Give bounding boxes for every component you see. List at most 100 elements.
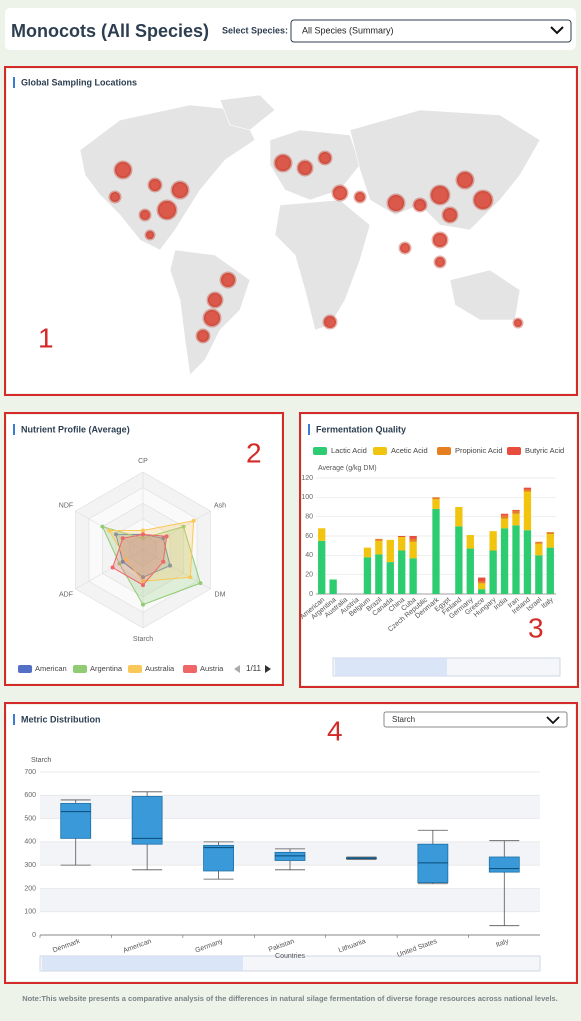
- bubble: [144, 229, 156, 241]
- radar-axis-label: NDF: [59, 502, 73, 509]
- legend-swatch: [313, 447, 327, 455]
- bubble: [138, 208, 152, 222]
- y-tick-label: 100: [301, 494, 313, 501]
- legend-label: Lactic Acid: [331, 446, 367, 455]
- bar-segment: [398, 536, 406, 551]
- radar-point: [141, 575, 145, 580]
- y-axis-title: Starch: [31, 757, 51, 764]
- radar-title: Nutrient Profile (Average): [21, 424, 130, 434]
- bar-segment: [478, 581, 486, 584]
- y-tick-label: 400: [24, 839, 36, 846]
- bar-segment: [489, 550, 497, 594]
- bar-segment: [318, 528, 326, 541]
- bar-segment: [546, 534, 554, 548]
- bubble: [317, 150, 333, 166]
- bar-segment: [432, 508, 440, 594]
- radar-point: [120, 559, 125, 564]
- title-accent: [13, 714, 15, 725]
- metric-select-value[interactable]: Starch: [392, 715, 415, 724]
- bar-segment: [535, 543, 543, 556]
- bubble: [195, 328, 211, 344]
- bar-segment: [478, 583, 486, 590]
- split-area: [40, 888, 540, 912]
- bubble: [296, 159, 314, 177]
- footer-note: Note:This website presents a comparative…: [22, 994, 558, 1003]
- bar-segment: [546, 547, 554, 594]
- bar-segment: [500, 515, 509, 519]
- bar-segment: [363, 547, 372, 558]
- bar-segment: [512, 525, 520, 594]
- radar-point: [141, 536, 145, 541]
- annotation-number: 4: [327, 715, 343, 746]
- legend-swatch: [18, 665, 32, 673]
- radar-point: [181, 524, 186, 529]
- radar-point: [198, 581, 203, 586]
- bar-segment: [478, 589, 486, 594]
- bar-segment: [386, 562, 394, 594]
- bar-segment: [523, 491, 532, 531]
- y-tick-label: 120: [301, 475, 313, 482]
- radar-point: [110, 565, 115, 570]
- bubble: [331, 184, 349, 202]
- bar-segment: [329, 579, 337, 594]
- bar-segment: [500, 528, 509, 594]
- bubble: [472, 189, 494, 211]
- legend-label: Propionic Acid: [455, 446, 503, 455]
- legend-label: Acetic Acid: [391, 446, 428, 455]
- select-chevron[interactable]: [550, 26, 564, 35]
- legend-label: Australia: [145, 664, 175, 673]
- metric-select[interactable]: [383, 711, 568, 728]
- bubble: [386, 193, 406, 213]
- select-chevron[interactable]: [546, 716, 560, 725]
- select-value[interactable]: All Species (Summary): [302, 25, 394, 35]
- bubble: [206, 291, 224, 309]
- bar-segment: [398, 550, 406, 594]
- split-area: [40, 795, 540, 819]
- radar-axis-label: Ash: [214, 502, 226, 509]
- continent: [449, 269, 521, 321]
- zoom-window[interactable]: [42, 956, 243, 971]
- bar-segment: [523, 487, 532, 490]
- bar-segment: [546, 532, 554, 535]
- legend-next[interactable]: [265, 665, 271, 673]
- radar-point: [141, 579, 145, 584]
- radar-point: [113, 532, 118, 537]
- bubble: [429, 184, 451, 206]
- bar-segment: [523, 489, 532, 492]
- annotation-number: 1: [38, 322, 54, 353]
- page-title: Monocots (All Species): [11, 21, 209, 41]
- zoom-window[interactable]: [335, 658, 447, 676]
- species-select[interactable]: [290, 19, 572, 43]
- map-title: Global Sampling Locations: [21, 77, 137, 87]
- annotation-boxes: [4, 66, 579, 984]
- legend-label: American: [35, 664, 67, 673]
- box: [131, 796, 163, 845]
- bar-segment: [318, 540, 326, 594]
- radar-point: [120, 536, 125, 541]
- bar-segment: [432, 499, 440, 509]
- box: [488, 856, 520, 873]
- bar-segment: [363, 557, 372, 594]
- legend-swatch: [373, 447, 387, 455]
- bubble: [202, 308, 222, 328]
- title-accent: [13, 77, 15, 88]
- legend-prev[interactable]: [234, 665, 240, 673]
- bar-segment: [409, 538, 417, 542]
- radar-axis-label: ADF: [59, 591, 73, 598]
- y-tick-label: 700: [24, 769, 36, 776]
- bubble: [412, 197, 428, 213]
- box: [274, 851, 306, 861]
- legend-label: Butyric Acid: [525, 446, 564, 455]
- bubble: [455, 170, 475, 190]
- bar-segment: [375, 538, 383, 541]
- legend-swatch: [507, 447, 521, 455]
- annotation-number: 2: [246, 437, 262, 468]
- y-tick-label: 600: [24, 792, 36, 799]
- select-label: Select Species:: [222, 25, 288, 35]
- bar-segment: [512, 510, 520, 514]
- bubble: [170, 180, 190, 200]
- box: [60, 803, 92, 839]
- radar-point: [141, 528, 145, 533]
- radar-axis-label: CP: [138, 458, 148, 465]
